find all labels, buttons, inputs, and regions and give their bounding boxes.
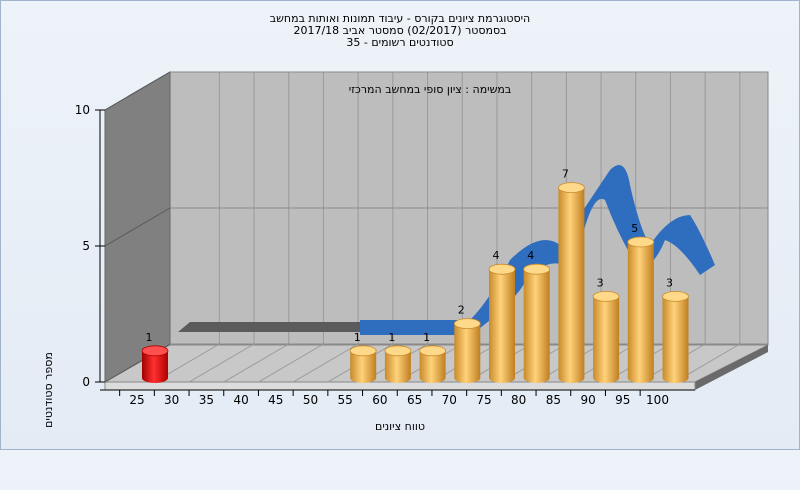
bar-cap [488,263,516,275]
bar-cap [627,236,655,248]
bar-55: 1 [349,331,377,383]
curve-band [360,165,715,335]
bar-cap [419,345,447,357]
bar-cap [453,318,481,330]
y-tick-label: 10 [75,103,90,117]
x-tick-label: 35 [199,393,214,407]
bar-70: 2 [453,304,481,383]
x-tick-label: 80 [511,393,526,407]
chart-title-semester: בסמסטר (02/2017) סמסטר אביב 2017/18 [293,24,507,37]
x-tick-label: 65 [407,393,422,407]
data-label: 3 [597,276,604,289]
data-label: 2 [458,304,465,317]
x-tick-label: 70 [442,393,457,407]
data-label: 4 [527,249,534,262]
data-label: 1 [388,331,395,344]
bar-body [489,269,515,383]
chart-subtitle: במשימה : ציון סופי במחשב המרכזי [348,83,512,96]
chart-title-students: סטודנטים רשומים - 35 [346,36,454,49]
bar-body [627,242,654,383]
x-tick-label: 45 [268,393,283,407]
x-tick-label: 95 [615,393,630,407]
bar-body [662,296,689,383]
bar-body [350,350,377,383]
bar-cap [349,345,377,357]
bar-cap [558,182,585,194]
data-label: 1 [354,331,361,344]
x-tick-label: 40 [233,393,248,407]
bar-body [419,350,446,383]
x-tick-label: 60 [372,393,387,407]
bar-body [558,187,585,383]
bar-100: 3 [662,276,689,383]
bar-body [523,269,550,383]
bar-65: 1 [419,331,447,383]
y-axis-label: מספר סטודנטים [42,352,55,428]
bar-body [142,350,168,383]
bar-75: 4 [488,249,516,383]
x-tick-label: 30 [164,393,179,407]
distribution-curve [178,165,715,335]
bar-cap [662,290,689,302]
bar-80: 4 [523,249,551,383]
x-tick-label: 25 [129,393,144,407]
bar-95: 5 [627,222,655,383]
bar-body [454,323,481,383]
bar-body [593,296,620,383]
x-tick-label: 50 [303,393,318,407]
y-tick-label: 5 [82,239,90,253]
data-label: 4 [493,249,500,262]
bar-body [384,350,411,383]
bar-90: 3 [592,276,620,383]
chart-title: היסטוגרמת ציונים בקורס - עיבוד תמונות וא… [269,12,531,25]
x-tick-label: 90 [580,393,595,407]
x-tick-label: 75 [476,393,491,407]
bar-cap [384,345,412,357]
x-tick-label: 100 [646,393,669,407]
data-label: 3 [666,276,673,289]
bar-cap [523,263,551,275]
x-axis-label: טווח ציונים [375,420,425,433]
bar-cap [141,345,169,357]
bar-cap [592,290,620,302]
y-tick-label: 0 [82,375,90,389]
bar-60: 1 [384,331,412,383]
x-tick-label: 55 [338,393,353,407]
data-label: 7 [562,168,569,181]
chart-bars: 1 1 1 1 2 4 4 7 3 5 3 [141,168,689,383]
bar-85: 7 [558,168,585,383]
data-label: 5 [631,222,638,235]
bar-25: 1 [141,331,169,383]
data-label: 1 [423,331,430,344]
data-label: 1 [146,331,153,344]
x-tick-label: 85 [546,393,561,407]
